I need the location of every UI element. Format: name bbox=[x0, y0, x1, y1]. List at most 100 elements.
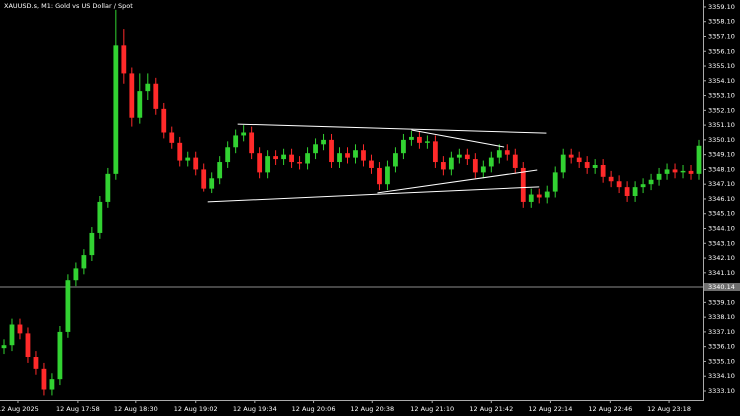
candle-body bbox=[137, 91, 143, 118]
candle-body bbox=[105, 173, 111, 202]
candle-body bbox=[632, 187, 638, 197]
candle-body bbox=[688, 170, 694, 174]
candle-body bbox=[640, 184, 646, 188]
candle-body bbox=[289, 154, 294, 163]
candle-body bbox=[73, 268, 79, 281]
trendline bbox=[237, 123, 547, 134]
x-tick-label: 12 Aug 17:58 bbox=[56, 405, 100, 413]
candle-body bbox=[584, 162, 590, 168]
candle-body bbox=[281, 154, 286, 160]
y-tick-label: 3355.10 bbox=[708, 62, 735, 70]
candle-body bbox=[672, 169, 678, 173]
candle-body bbox=[81, 255, 87, 269]
x-tick-label: 12 Aug 20:38 bbox=[350, 405, 394, 413]
candle-body bbox=[49, 379, 55, 390]
y-tick-label: 3358.10 bbox=[708, 18, 735, 26]
candle-body bbox=[65, 280, 71, 332]
candle-body bbox=[504, 150, 510, 155]
x-tick-label: 12 Aug 21:10 bbox=[410, 405, 454, 413]
y-tick-label: 3337.10 bbox=[708, 328, 735, 336]
x-tick-label: 12 Aug 22:14 bbox=[529, 405, 573, 413]
candle-body bbox=[33, 357, 39, 369]
candle-body bbox=[696, 145, 702, 174]
candle-body bbox=[568, 154, 574, 158]
candle-body bbox=[544, 191, 550, 198]
y-tick-label: 3350.10 bbox=[708, 136, 735, 144]
candle-body bbox=[217, 162, 223, 179]
candle-body bbox=[41, 368, 47, 390]
y-tick-label: 3351.10 bbox=[708, 121, 735, 129]
y-tick-label: 3346.10 bbox=[708, 195, 735, 203]
candle-body bbox=[361, 150, 366, 161]
candle-body bbox=[464, 154, 470, 160]
x-tick-label: 12 Aug 20:06 bbox=[292, 405, 336, 413]
candle-body bbox=[161, 108, 167, 133]
y-tick-label: 3356.10 bbox=[708, 47, 735, 55]
candle-body bbox=[401, 139, 406, 154]
candle-body bbox=[313, 144, 318, 154]
candle-body bbox=[520, 167, 526, 202]
x-tick-label: 12 Aug 18:30 bbox=[114, 405, 158, 413]
candle-body bbox=[496, 150, 502, 158]
candle-body bbox=[512, 154, 518, 168]
candle-body bbox=[17, 324, 23, 334]
y-tick-label: 3336.10 bbox=[708, 343, 735, 351]
trendline bbox=[207, 186, 540, 203]
candle-body bbox=[329, 139, 334, 163]
candle-body bbox=[608, 176, 614, 182]
price-label-box bbox=[704, 283, 740, 292]
candle-body bbox=[440, 162, 446, 170]
candle-body bbox=[25, 333, 31, 358]
y-tick-label: 3359.10 bbox=[708, 3, 735, 11]
candle-body bbox=[536, 194, 542, 198]
candle-body bbox=[472, 159, 478, 173]
candle-body bbox=[393, 153, 398, 167]
candle-body bbox=[409, 136, 414, 140]
y-tick-label: 3352.10 bbox=[708, 106, 735, 114]
candle-body bbox=[552, 172, 558, 192]
candle-body bbox=[480, 166, 486, 173]
candle-body bbox=[576, 157, 582, 163]
chart-title: XAUUSD.s, M1: Gold vs US Dollar / Spot bbox=[4, 2, 133, 10]
candle-body bbox=[345, 153, 350, 158]
y-tick-label: 3334.10 bbox=[708, 372, 735, 380]
y-tick-label: 3347.10 bbox=[708, 180, 735, 188]
candle-body bbox=[680, 170, 686, 173]
candle-body bbox=[1, 345, 7, 349]
candle-body bbox=[185, 157, 191, 161]
candle-body bbox=[89, 232, 95, 256]
candle-body bbox=[193, 157, 199, 170]
candle-body bbox=[265, 156, 271, 173]
candle-body bbox=[369, 160, 374, 168]
candle-body bbox=[145, 83, 151, 92]
candle-body bbox=[201, 169, 207, 189]
candle-body bbox=[297, 162, 302, 164]
trendline bbox=[411, 129, 505, 148]
x-tick-label: 12 Aug 21:42 bbox=[469, 405, 513, 413]
y-tick-label: 3342.10 bbox=[708, 254, 735, 262]
candle-body bbox=[448, 157, 454, 170]
candle-body bbox=[353, 150, 358, 158]
candle-body bbox=[305, 153, 310, 164]
price-label: 3340.14 bbox=[708, 283, 735, 291]
candle-body bbox=[616, 181, 622, 188]
candle-body bbox=[592, 164, 598, 168]
y-tick-label: 3357.10 bbox=[708, 32, 735, 40]
candle-body bbox=[656, 173, 662, 180]
candle-body bbox=[624, 187, 630, 197]
candle-body bbox=[273, 156, 279, 160]
candle-body bbox=[648, 179, 654, 185]
x-tick-label: 12 Aug 19:02 bbox=[174, 405, 218, 413]
candle-body bbox=[560, 154, 566, 173]
candle-body bbox=[377, 167, 382, 185]
candle-body bbox=[57, 331, 63, 380]
candle-body bbox=[129, 73, 135, 118]
candle-body bbox=[424, 141, 430, 143]
candle-body bbox=[664, 169, 670, 174]
candle-body bbox=[417, 136, 422, 143]
candle-body bbox=[225, 147, 231, 163]
candle-body bbox=[9, 324, 15, 346]
candle-body bbox=[233, 135, 239, 148]
y-tick-label: 3345.10 bbox=[708, 210, 735, 218]
